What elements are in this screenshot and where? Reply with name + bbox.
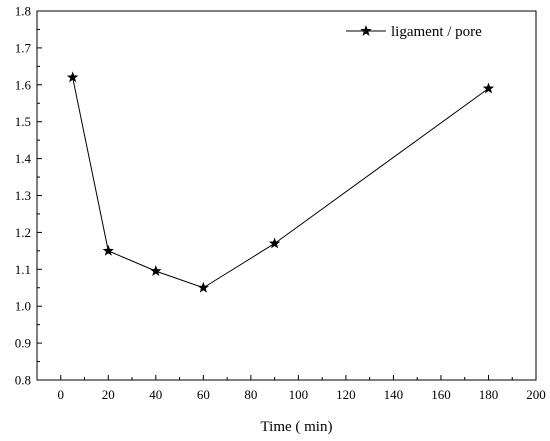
legend-star-marker xyxy=(360,25,372,36)
x-tick-label: 60 xyxy=(197,387,210,402)
y-tick-label: 1.3 xyxy=(15,188,31,203)
legend-label: ligament / pore xyxy=(391,24,482,40)
y-tick-label: 1.2 xyxy=(15,225,31,240)
x-tick-label: 200 xyxy=(526,387,546,402)
x-tick-label: 140 xyxy=(384,387,404,402)
legend: ligament / pore xyxy=(346,24,482,40)
data-point-star xyxy=(66,71,79,83)
y-tick-label: 1.4 xyxy=(15,151,32,166)
x-tick-label: 120 xyxy=(336,387,356,402)
data-point-star xyxy=(102,244,114,256)
x-tick-label: 40 xyxy=(149,387,162,402)
y-tick-label: 1.5 xyxy=(15,114,31,129)
x-tick-label: 0 xyxy=(58,387,65,402)
x-tick-label: 80 xyxy=(244,387,257,402)
plot-frame xyxy=(36,10,537,381)
x-tick-label: 20 xyxy=(102,387,115,402)
data-point-star xyxy=(482,82,495,94)
y-tick-label: 0.9 xyxy=(15,336,31,351)
x-tick-label: 100 xyxy=(289,387,309,402)
y-tick-label: 1.1 xyxy=(15,262,31,277)
y-tick-label: 1.0 xyxy=(15,299,31,314)
x-axis-title: Time ( min) xyxy=(261,419,333,435)
data-point-star xyxy=(268,237,281,249)
y-tick-label: 1.7 xyxy=(15,40,32,55)
x-tick-label: 160 xyxy=(431,387,451,402)
series-layer xyxy=(66,71,495,293)
x-tick-label: 180 xyxy=(479,387,499,402)
x-axis-ticks: 0 20 40 60 80 100 120 140 160 180 200 xyxy=(58,375,546,402)
y-tick-label: 1.8 xyxy=(15,4,31,19)
y-axis-ticks: 0.8 0.9 1.0 1.1 1.2 1.3 1.4 1.5 1.6 1.7 1.8 xyxy=(15,4,42,388)
y-tick-label: 0.8 xyxy=(15,373,31,388)
data-point-star xyxy=(150,265,162,276)
data-point-star xyxy=(197,281,210,293)
y-tick-label: 1.6 xyxy=(15,77,32,92)
series-line xyxy=(72,77,489,289)
